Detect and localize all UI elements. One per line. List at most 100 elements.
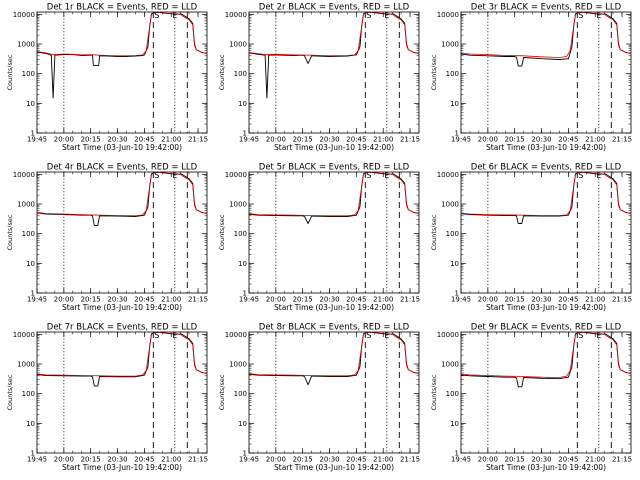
x-tick-label: 21:15 — [400, 136, 420, 144]
series-line-lld — [248, 11, 420, 57]
y-tick-label: 1 — [31, 130, 35, 138]
x-tick-label: 20:45 — [134, 136, 154, 144]
plot-frame — [248, 331, 420, 454]
y-axis-label: Counts/sec — [218, 214, 226, 250]
time-annotation: E — [596, 11, 601, 20]
x-axis-label: Start Time (03-Jun-10 19:42:00) — [486, 143, 606, 152]
y-tick-label: 1 — [243, 290, 247, 298]
series-line-events — [248, 11, 420, 99]
series-line-events — [36, 331, 208, 387]
chart-panel-3r: Det 3r BLACK = Events, RED = LLD 1 10 100 10… — [430, 3, 632, 153]
y-tick-label: 1000 — [229, 201, 247, 209]
time-annotation: E — [172, 11, 177, 20]
time-annotation: E — [384, 11, 389, 20]
y-tick-label: 10000 — [437, 11, 459, 19]
x-tick-label: 21:15 — [188, 136, 208, 144]
y-tick-label: 10 — [26, 420, 35, 428]
y-tick-label: 1000 — [17, 41, 35, 49]
x-tick-label: 20:15 — [81, 296, 101, 304]
y-tick-label: 1 — [243, 450, 247, 458]
x-tick-label: 20:30 — [531, 136, 551, 144]
chart-title: Det 3r BLACK = Events, RED = LLD — [471, 3, 622, 13]
series-line-lld — [36, 11, 208, 57]
x-tick-label: 20:30 — [531, 296, 551, 304]
time-annotation: E — [384, 331, 389, 340]
chart-title: Det 9r BLACK = Events, RED = LLD — [471, 323, 622, 333]
y-axis-label: Counts/sec — [430, 214, 438, 250]
y-tick-label: 100 — [446, 390, 459, 398]
y-axis-label: Counts/sec — [430, 54, 438, 90]
y-tick-label: 1 — [31, 290, 35, 298]
series-line-events — [460, 331, 632, 388]
x-tick-label: 19:45 — [27, 296, 47, 304]
x-tick-label: 21:15 — [400, 296, 420, 304]
x-tick-label: 21:00 — [585, 456, 605, 464]
x-tick-label: 20:15 — [293, 136, 313, 144]
series-line-events — [460, 11, 632, 67]
chart-title: Det 7r BLACK = Events, RED = LLD — [47, 323, 198, 333]
chart-title: Det 1r BLACK = Events, RED = LLD — [47, 3, 198, 13]
y-tick-label: 10000 — [13, 11, 35, 19]
x-tick-label: 20:30 — [107, 136, 127, 144]
x-tick-label: 20:15 — [505, 296, 525, 304]
x-tick-label: 20:15 — [81, 136, 101, 144]
chart-title: Det 5r BLACK = Events, RED = LLD — [259, 163, 410, 173]
y-tick-label: 1000 — [441, 361, 459, 369]
x-tick-label: 20:45 — [558, 136, 578, 144]
x-tick-label: 21:15 — [612, 456, 632, 464]
x-tick-label: 21:00 — [373, 456, 393, 464]
y-tick-label: 100 — [234, 230, 247, 238]
y-tick-label: 1 — [243, 130, 247, 138]
y-tick-label: 100 — [22, 390, 35, 398]
y-tick-label: 1000 — [441, 201, 459, 209]
time-annotation: S — [578, 331, 583, 340]
plot-frame — [460, 331, 632, 454]
y-tick-label: 10000 — [225, 331, 247, 339]
time-annotation: S — [366, 11, 371, 20]
x-tick-label: 21:00 — [161, 296, 181, 304]
x-tick-label: 20:30 — [107, 456, 127, 464]
x-tick-label: 19:45 — [27, 456, 47, 464]
x-tick-label: 21:00 — [161, 456, 181, 464]
x-axis-label: Start Time (03-Jun-10 19:42:00) — [486, 463, 606, 472]
x-tick-label: 19:45 — [239, 456, 259, 464]
y-tick-label: 10000 — [225, 171, 247, 179]
x-tick-label: 20:15 — [81, 456, 101, 464]
y-tick-label: 10 — [450, 100, 459, 108]
chart-title: Det 4r BLACK = Events, RED = LLD — [47, 163, 198, 173]
x-axis-label: Start Time (03-Jun-10 19:42:00) — [62, 143, 182, 152]
x-tick-label: 20:00 — [266, 296, 286, 304]
time-annotation: S — [366, 171, 371, 180]
x-axis-label: Start Time (03-Jun-10 19:42:00) — [62, 303, 182, 312]
y-tick-label: 10 — [450, 420, 459, 428]
x-tick-label: 21:00 — [373, 296, 393, 304]
series-line-events — [36, 171, 208, 226]
time-annotation: S — [366, 331, 371, 340]
y-axis-label: Counts/sec — [6, 54, 14, 90]
y-tick-label: 100 — [22, 70, 35, 78]
y-tick-label: 100 — [446, 70, 459, 78]
chart-panel-7r: Det 7r BLACK = Events, RED = LLD 1 10 100 10… — [6, 323, 208, 473]
chart-panel-6r: Det 6r BLACK = Events, RED = LLD 1 10 100 10… — [430, 163, 632, 313]
y-tick-label: 1000 — [229, 41, 247, 49]
series-line-events — [248, 331, 420, 386]
chart-title: Det 2r BLACK = Events, RED = LLD — [259, 3, 410, 13]
x-tick-label: 21:00 — [373, 136, 393, 144]
x-axis-label: Start Time (03-Jun-10 19:42:00) — [62, 463, 182, 472]
y-axis-label: Counts/sec — [430, 374, 438, 410]
series-line-lld — [36, 171, 208, 217]
time-annotation: E — [596, 171, 601, 180]
y-tick-label: 100 — [234, 390, 247, 398]
time-annotation: E — [172, 331, 177, 340]
x-tick-label: 19:45 — [239, 136, 259, 144]
x-tick-label: 21:15 — [400, 456, 420, 464]
x-tick-label: 20:30 — [319, 136, 339, 144]
x-tick-label: 20:30 — [319, 456, 339, 464]
series-line-lld — [248, 331, 420, 377]
y-tick-label: 10 — [238, 420, 247, 428]
x-tick-label: 20:15 — [505, 136, 525, 144]
chart-panel-4r: Det 4r BLACK = Events, RED = LLD 1 10 100 10… — [6, 163, 208, 313]
plot-frame — [36, 11, 208, 134]
series-line-lld — [460, 331, 632, 378]
plot-frame — [248, 171, 420, 294]
